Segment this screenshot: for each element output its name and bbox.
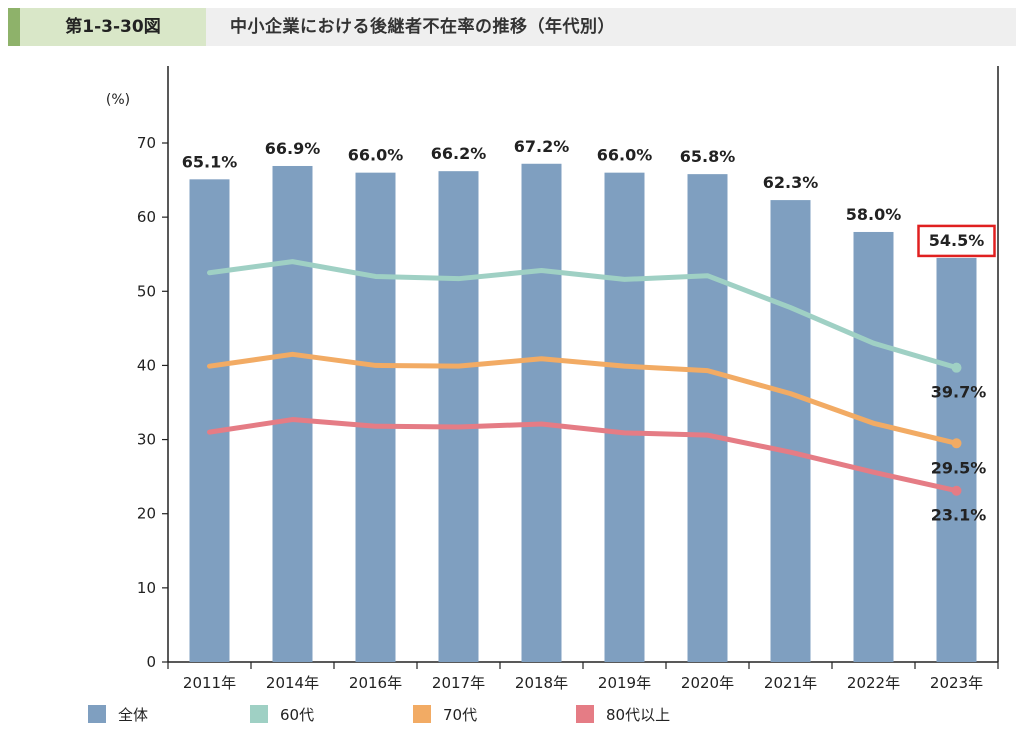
header-accent xyxy=(8,8,20,46)
bar-all xyxy=(853,231,894,662)
bar-all xyxy=(687,174,728,662)
y-tick-label: 70 xyxy=(137,134,156,152)
line-end-marker-1 xyxy=(951,438,962,449)
legend-swatch-80s xyxy=(576,705,594,723)
bar-value-label: 66.2% xyxy=(431,144,487,163)
x-tick-label: 2022年 xyxy=(847,674,900,692)
legend-item-60s: 60代 xyxy=(250,702,314,726)
line-end-marker-0 xyxy=(951,362,962,373)
line-end-marker-2 xyxy=(951,485,962,496)
bar-all xyxy=(521,163,562,662)
legend-item-70s: 70代 xyxy=(413,702,477,726)
x-tick-label: 2021年 xyxy=(764,674,817,692)
bar-value-label: 62.3% xyxy=(763,173,819,192)
bar-all xyxy=(189,179,230,662)
legend-label-60s: 60代 xyxy=(280,705,315,724)
legend-label-80s: 80代以上 xyxy=(606,705,671,724)
bar-value-label: 65.8% xyxy=(680,147,736,166)
figure-title: 中小企業における後継者不在率の推移（年代別） xyxy=(230,17,615,37)
line-end-label-1: 29.5% xyxy=(931,458,987,477)
line-end-label-0: 39.7% xyxy=(931,383,987,402)
x-tick-label: 2020年 xyxy=(681,674,734,692)
succession-chart: 0 10 20 30 40 50 60 70 (%) 2011年 2014年 2016年 2017年 20… xyxy=(106,66,999,692)
y-tick-label: 40 xyxy=(137,356,156,374)
legend-swatch-60s xyxy=(250,705,268,723)
x-tick-label: 2011年 xyxy=(183,674,236,692)
bar-value-label: 66.0% xyxy=(597,146,653,165)
y-axis-unit: (%) xyxy=(106,92,130,108)
x-tick-label: 2018年 xyxy=(515,674,568,692)
y-tick-label: 20 xyxy=(137,505,156,523)
bar-value-label: 66.0% xyxy=(348,146,404,165)
y-tick-label: 50 xyxy=(137,282,156,300)
line-series-1 xyxy=(207,351,959,446)
bar-value-label: 67.2% xyxy=(514,137,570,156)
legend-item-all: 全体 xyxy=(88,702,148,726)
legend: 全体 60代 70代 80代以上 xyxy=(88,702,908,726)
y-tick-label: 0 xyxy=(146,653,156,671)
x-tick-label: 2016年 xyxy=(349,674,402,692)
legend-item-80s: 80代以上 xyxy=(576,702,670,726)
bar-all xyxy=(936,257,977,662)
bar-all xyxy=(770,200,811,662)
bar-value-label: 65.1% xyxy=(182,152,238,171)
legend-swatch-all xyxy=(88,705,106,723)
x-tick-label: 2017年 xyxy=(432,674,485,692)
bar-all xyxy=(355,172,396,662)
x-tick-label: 2023年 xyxy=(930,674,983,692)
x-tick-label: 2019年 xyxy=(598,674,651,692)
line-series-0 xyxy=(207,259,959,371)
y-tick-label: 10 xyxy=(137,579,156,597)
legend-label-all: 全体 xyxy=(118,705,149,724)
x-tick-label: 2014年 xyxy=(266,674,319,692)
figure-label: 第1-3-30図 xyxy=(20,8,206,46)
y-tick-label: 60 xyxy=(137,208,156,226)
y-tick-label: 30 xyxy=(137,431,156,449)
bar-value-label: 58.0% xyxy=(846,205,902,224)
bar-all xyxy=(272,165,313,662)
legend-label-70s: 70代 xyxy=(443,705,478,724)
bar-all xyxy=(438,171,479,662)
highlight-box xyxy=(917,224,996,258)
bar-value-label: 54.5% xyxy=(929,231,985,250)
bar-value-label: 66.9% xyxy=(265,139,321,158)
bar-all xyxy=(604,172,645,662)
line-series-2 xyxy=(207,417,959,494)
line-end-label-2: 23.1% xyxy=(931,506,987,525)
legend-swatch-70s xyxy=(413,705,431,723)
figure-header: 第1-3-30図 中小企業における後継者不在率の推移（年代別） xyxy=(8,8,1016,46)
